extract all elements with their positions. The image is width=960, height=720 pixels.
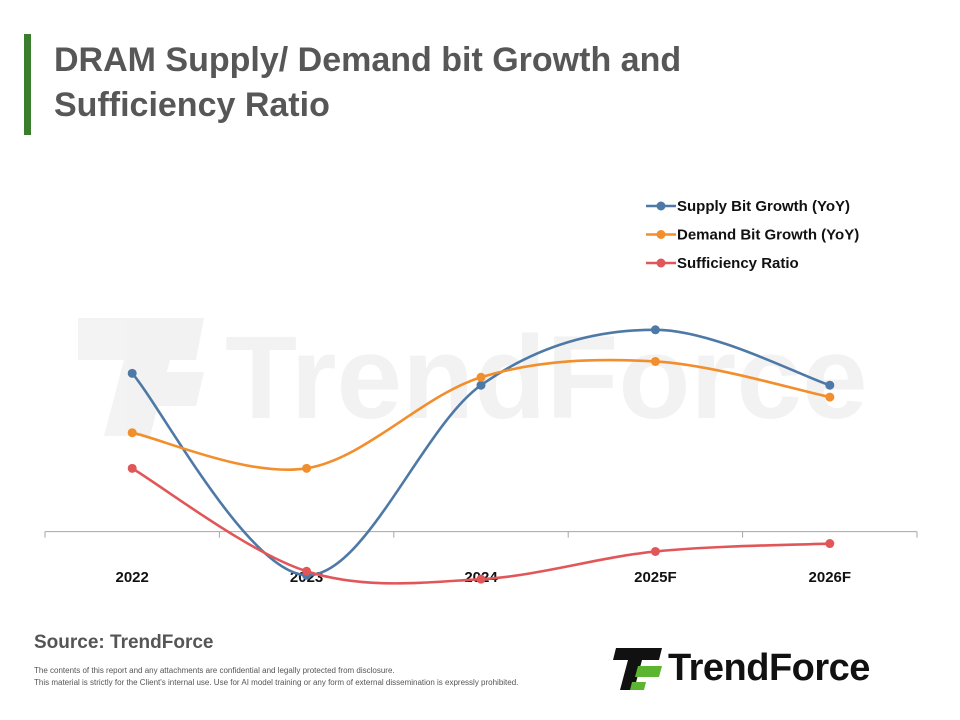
- data-point-sufficiency: [127, 463, 137, 473]
- legend-item-demand: Demand Bit Growth (YoY): [646, 227, 859, 244]
- title-accent-bar: [24, 34, 31, 135]
- data-point-demand: [127, 428, 137, 438]
- watermark-text: TrendForce: [225, 312, 868, 444]
- trendforce-logo-icon: [613, 648, 662, 690]
- legend-label: Demand Bit Growth (YoY): [677, 227, 859, 244]
- watermark-logo-icon: [78, 318, 204, 436]
- series-line-supply: [130, 328, 832, 577]
- data-point-sufficiency: [302, 566, 312, 576]
- legend-swatch-marker: [656, 201, 666, 211]
- data-point-demand: [825, 392, 835, 402]
- data-point-sufficiency: [476, 574, 486, 584]
- x-tick-label: 2026F: [809, 569, 852, 586]
- source-note: Source: TrendForce: [34, 632, 214, 653]
- series-line-sufficiency: [130, 467, 832, 585]
- x-axis: 2022202320242025F2026F: [44, 531, 918, 586]
- data-point-supply: [476, 380, 486, 390]
- x-tick-label: 2025F: [634, 569, 677, 586]
- data-point-demand: [650, 356, 660, 366]
- chart-title: DRAM Supply/ Demand bit Growth and Suffi…: [54, 41, 682, 124]
- legend-label: Supply Bit Growth (YoY): [677, 198, 850, 215]
- data-point-sufficiency: [825, 539, 835, 549]
- legend-swatch-marker: [656, 230, 666, 239]
- legend-item-supply: Supply Bit Growth (YoY): [646, 198, 850, 215]
- data-point-supply: [127, 368, 137, 378]
- data-point-supply: [650, 325, 660, 335]
- plot-area: [127, 325, 835, 585]
- data-point-demand: [476, 372, 486, 382]
- data-point-supply: [825, 380, 835, 390]
- chart: TrendForce 2022202320242025F2026F Supply…: [44, 198, 918, 586]
- legend-item-sufficiency: Sufficiency Ratio: [646, 255, 799, 272]
- x-tick-label: 2022: [116, 569, 149, 586]
- legend: Supply Bit Growth (YoY) Demand Bit Growth…: [646, 198, 859, 272]
- disclaimer-line: This material is strictly for the Client…: [34, 678, 519, 687]
- brand-name: TrendForce: [668, 647, 870, 689]
- legend-swatch-marker: [656, 258, 666, 268]
- data-point-sufficiency: [650, 546, 660, 556]
- disclaimer: The contents of this report and any atta…: [34, 665, 518, 689]
- legend-label: Sufficiency Ratio: [677, 255, 799, 272]
- disclaimer-line: The contents of this report and any atta…: [34, 666, 395, 675]
- watermark: TrendForce: [78, 312, 868, 444]
- data-point-demand: [302, 463, 312, 473]
